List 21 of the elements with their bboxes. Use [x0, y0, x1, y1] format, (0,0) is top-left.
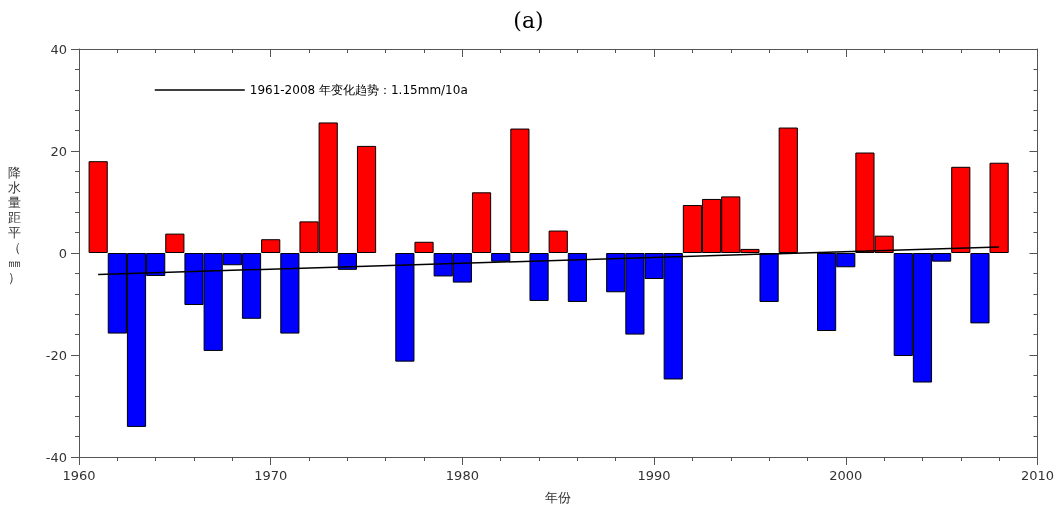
y-axis-title: 降水量距平（㎜） [8, 165, 21, 285]
x-tick-label: 1980 [445, 468, 479, 483]
bar [356, 145, 377, 253]
chart-title: (a) [513, 7, 544, 33]
bar [88, 161, 108, 253]
bar [337, 253, 357, 270]
bar [471, 192, 492, 253]
y-tick-label: -40 [45, 449, 67, 465]
y-tick-label: 20 [50, 143, 67, 159]
text: 1961-2008 年变化趋势：1.15mm/10a [249, 83, 468, 97]
x-tick-label: 2000 [829, 468, 863, 483]
x-tick-label: 1960 [62, 468, 96, 483]
x-tick-label: 2010 [1020, 468, 1054, 483]
y-tick-label: 40 [50, 41, 67, 57]
x-tick-label: 1990 [637, 468, 671, 483]
y-tick-label: -20 [45, 347, 67, 363]
x-tick-label: 1970 [254, 468, 288, 483]
x-axis-title: 年份 [545, 490, 572, 505]
bar [491, 253, 511, 262]
bar [261, 239, 281, 253]
y-tick-label: 0 [58, 245, 67, 261]
